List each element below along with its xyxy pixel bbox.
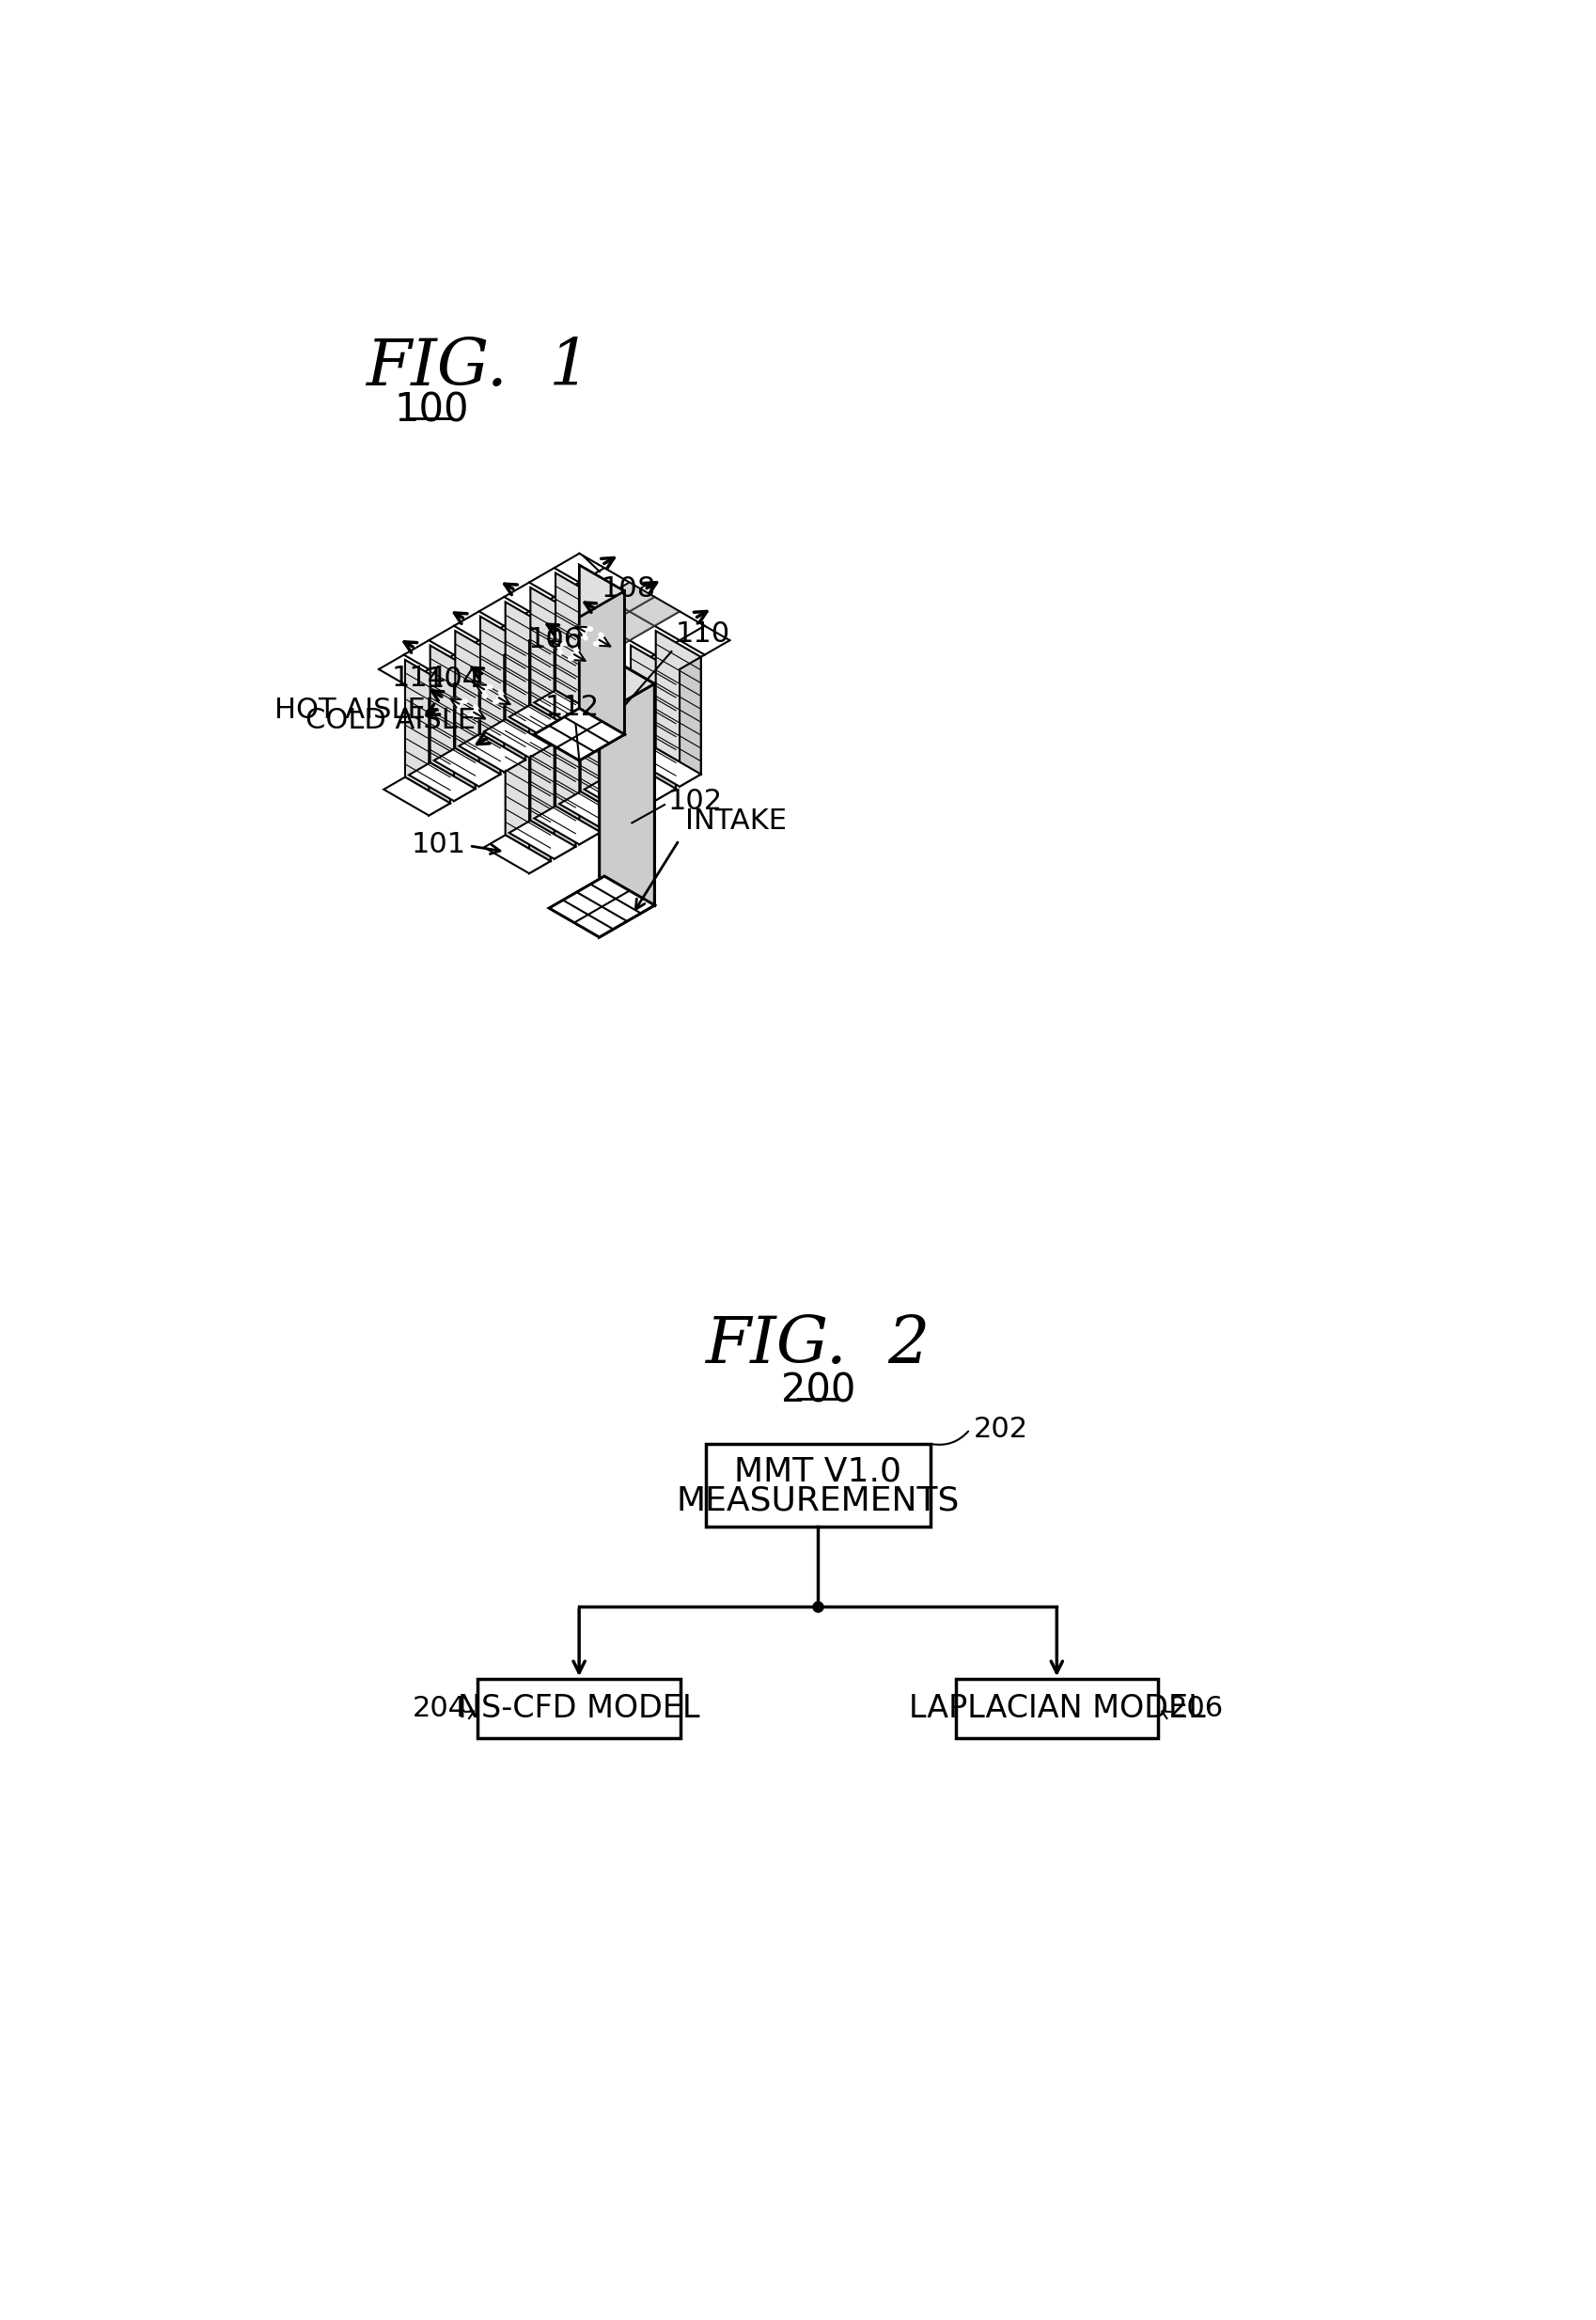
Text: 101: 101 — [412, 831, 466, 858]
Polygon shape — [605, 654, 654, 905]
Bar — [705, 1443, 930, 1527]
Polygon shape — [535, 708, 624, 761]
Polygon shape — [579, 626, 629, 654]
Polygon shape — [509, 705, 576, 742]
Text: 114: 114 — [393, 666, 447, 691]
Polygon shape — [530, 654, 579, 684]
Text: 206: 206 — [1168, 1696, 1224, 1721]
Text: COLD AISLE: COLD AISLE — [305, 708, 476, 735]
Polygon shape — [549, 877, 654, 937]
Polygon shape — [383, 777, 450, 814]
Bar — [477, 1680, 680, 1738]
Polygon shape — [549, 877, 654, 937]
Polygon shape — [504, 670, 554, 698]
Polygon shape — [429, 687, 450, 814]
Polygon shape — [530, 587, 576, 731]
Polygon shape — [654, 670, 675, 800]
Text: 204: 204 — [412, 1696, 468, 1721]
Text: 112: 112 — [544, 694, 600, 722]
Text: MEASUREMENTS: MEASUREMENTS — [677, 1485, 959, 1517]
Polygon shape — [605, 612, 654, 640]
Polygon shape — [605, 701, 626, 831]
Polygon shape — [555, 689, 600, 833]
Polygon shape — [455, 631, 500, 775]
Polygon shape — [506, 601, 551, 745]
Polygon shape — [509, 821, 576, 858]
Polygon shape — [530, 703, 576, 847]
Polygon shape — [555, 573, 600, 717]
Polygon shape — [429, 684, 479, 712]
Polygon shape — [584, 777, 651, 814]
Polygon shape — [535, 708, 624, 761]
Polygon shape — [460, 733, 525, 773]
Polygon shape — [409, 763, 476, 800]
Text: 102: 102 — [669, 786, 723, 814]
Polygon shape — [453, 670, 476, 800]
Text: 202: 202 — [974, 1415, 1028, 1443]
Text: 108: 108 — [602, 575, 656, 603]
Polygon shape — [605, 659, 651, 803]
Polygon shape — [504, 640, 554, 670]
Polygon shape — [554, 640, 605, 670]
Polygon shape — [579, 566, 624, 735]
Polygon shape — [535, 691, 600, 728]
Polygon shape — [535, 805, 600, 844]
Text: 100: 100 — [394, 390, 469, 429]
Polygon shape — [600, 684, 654, 937]
Polygon shape — [630, 645, 675, 789]
Text: NS-CFD MODEL: NS-CFD MODEL — [458, 1694, 701, 1724]
Text: FIG.  1: FIG. 1 — [365, 336, 591, 399]
Polygon shape — [504, 643, 525, 773]
Polygon shape — [635, 747, 701, 786]
Polygon shape — [680, 657, 701, 786]
Polygon shape — [581, 675, 626, 817]
Polygon shape — [579, 599, 600, 728]
Text: 110: 110 — [675, 619, 729, 647]
Polygon shape — [431, 645, 476, 789]
Polygon shape — [579, 599, 629, 626]
Polygon shape — [479, 684, 530, 712]
Text: MMT V1.0: MMT V1.0 — [734, 1457, 902, 1487]
Polygon shape — [579, 592, 624, 761]
Text: HOT AISLE: HOT AISLE — [275, 696, 425, 724]
Text: FIG.  2: FIG. 2 — [705, 1313, 930, 1376]
Polygon shape — [656, 631, 701, 775]
Polygon shape — [484, 835, 551, 872]
Bar — [956, 1680, 1159, 1738]
Polygon shape — [434, 747, 500, 786]
Polygon shape — [453, 670, 504, 698]
Polygon shape — [480, 617, 525, 759]
Polygon shape — [484, 719, 551, 759]
Polygon shape — [530, 629, 551, 759]
Polygon shape — [479, 654, 530, 684]
Polygon shape — [610, 763, 675, 800]
Polygon shape — [530, 626, 579, 654]
Polygon shape — [453, 698, 504, 728]
Polygon shape — [629, 687, 651, 814]
Polygon shape — [605, 582, 654, 612]
Text: INTAKE: INTAKE — [685, 807, 787, 835]
Text: 104: 104 — [426, 666, 482, 694]
Text: 106: 106 — [528, 626, 583, 654]
Text: LAPLACIAN MODEL: LAPLACIAN MODEL — [908, 1694, 1205, 1724]
Polygon shape — [506, 717, 551, 861]
Polygon shape — [554, 728, 576, 858]
Text: 200: 200 — [780, 1371, 855, 1411]
Polygon shape — [479, 657, 500, 786]
Polygon shape — [405, 659, 450, 803]
Polygon shape — [554, 612, 605, 640]
Polygon shape — [530, 745, 551, 872]
Polygon shape — [579, 715, 600, 844]
Polygon shape — [554, 612, 576, 742]
Polygon shape — [629, 599, 680, 626]
Polygon shape — [559, 791, 626, 831]
